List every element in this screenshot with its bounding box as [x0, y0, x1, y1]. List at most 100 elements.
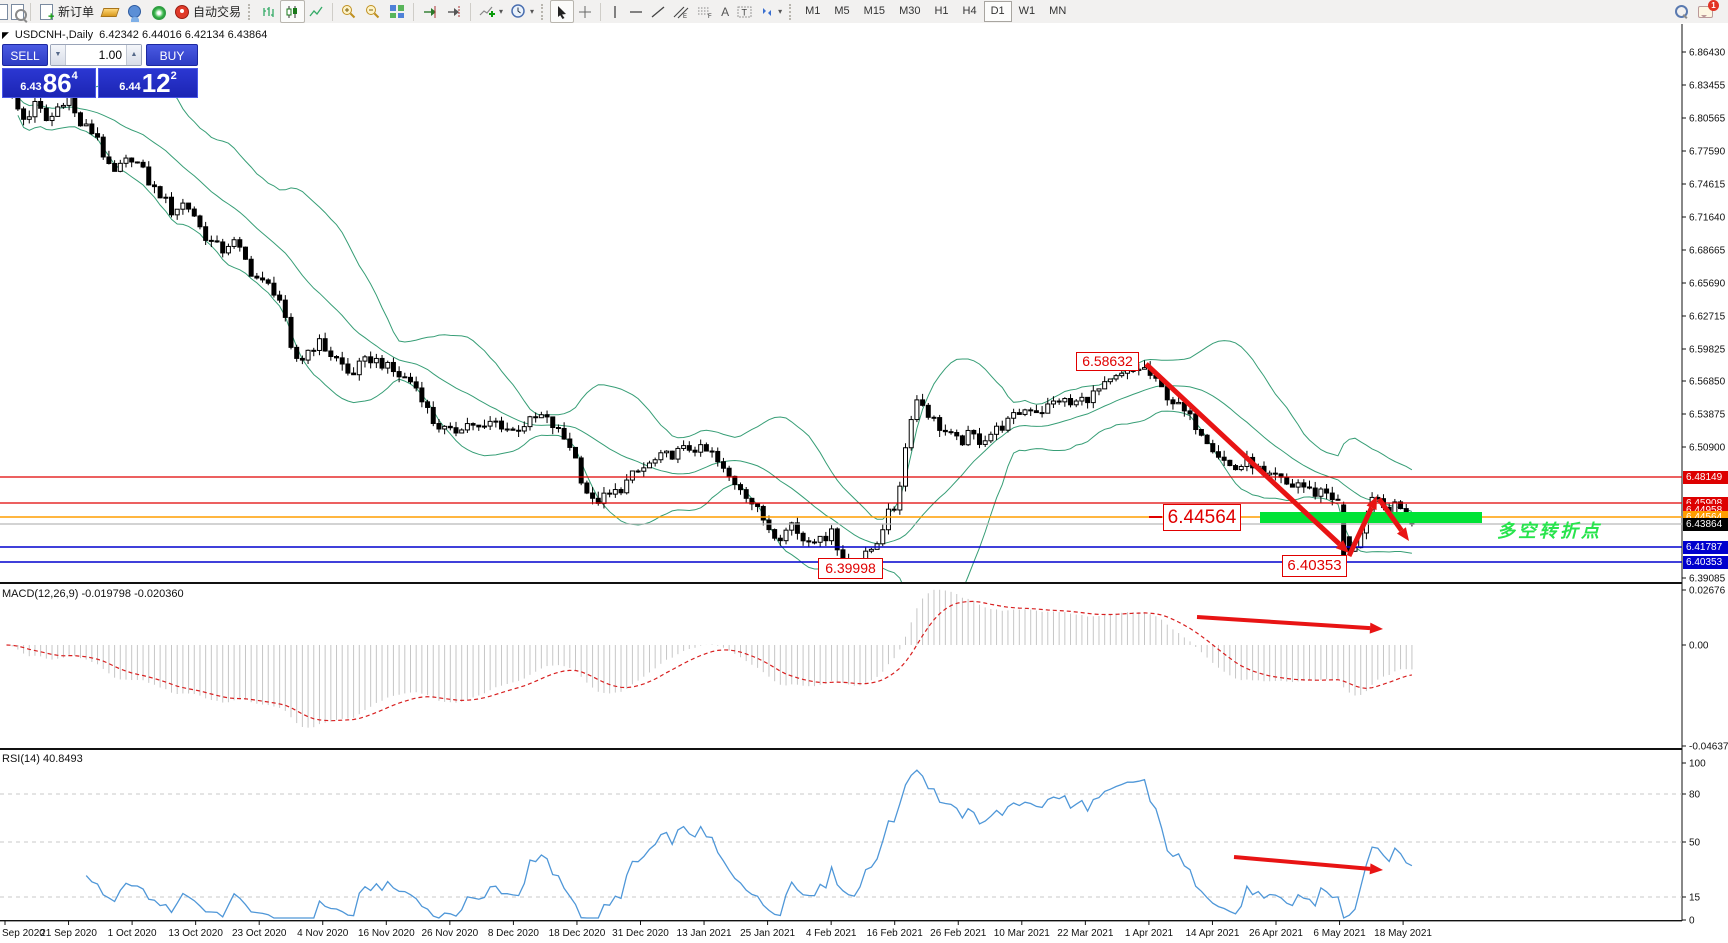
- timeframe-h1[interactable]: H1: [934, 5, 949, 17]
- symbol-title: USDCNH-,Daily: [14, 29, 94, 41]
- ohlc-values: 6.42342 6.44016 6.42134 6.43864: [99, 29, 268, 41]
- svg-text:15: 15: [1689, 893, 1701, 904]
- zoom-out-icon: [366, 5, 380, 19]
- fibonacci-tool[interactable]: F: [693, 1, 717, 22]
- chart-shift-icon: [448, 5, 460, 18]
- auto-scroll-button[interactable]: [418, 1, 442, 22]
- tile-windows-icon: [390, 5, 405, 18]
- svg-text:6.71640: 6.71640: [1689, 213, 1726, 224]
- chart-preview-icon[interactable]: [10, 3, 27, 21]
- new-order-button[interactable]: + 新订单: [35, 1, 98, 22]
- rsi-label: RSI(14) 40.8493: [2, 753, 83, 765]
- channel-tool[interactable]: E: [669, 1, 693, 22]
- svg-text:22 Mar 2021: 22 Mar 2021: [1057, 928, 1114, 939]
- candle-chart-button[interactable]: [280, 0, 306, 23]
- chat-icon[interactable]: 1: [1698, 0, 1719, 20]
- horizontal-line-tool[interactable]: [625, 1, 647, 22]
- low2-price-label[interactable]: 6.40353: [1282, 555, 1347, 577]
- svg-text:0.02676: 0.02676: [1689, 586, 1726, 597]
- timeframe-m5[interactable]: M5: [834, 5, 850, 17]
- svg-text:0.00: 0.00: [1689, 641, 1709, 652]
- svg-text:6 May 2021: 6 May 2021: [1313, 928, 1366, 939]
- arrows-tool[interactable]: ▾: [756, 1, 786, 22]
- macd-trend-arrow: [1196, 615, 1371, 631]
- svg-text:6.56850: 6.56850: [1689, 377, 1726, 388]
- search-icon[interactable]: [1674, 4, 1690, 20]
- window-icon[interactable]: [0, 3, 10, 20]
- buy-price-box[interactable]: 6.44 12 2: [98, 68, 198, 98]
- cursor-tool[interactable]: [550, 0, 575, 23]
- peak-price-label[interactable]: 6.58632: [1076, 352, 1139, 371]
- timeframe-m1[interactable]: M1: [805, 5, 821, 17]
- timeframe-bar: M1 M5 M15 M30 H1 H4 D1 W1 MN: [798, 1, 1073, 22]
- auto-trading-label: 自动交易: [193, 5, 242, 19]
- volume-field[interactable]: 1.00: [98, 48, 122, 62]
- trendline-tool[interactable]: [647, 1, 669, 22]
- svg-text:6.65690: 6.65690: [1689, 279, 1726, 290]
- text-label-tool[interactable]: T: [733, 1, 756, 22]
- svg-text:4 Nov 2020: 4 Nov 2020: [297, 928, 349, 939]
- sell-price-box[interactable]: 6.43 86 4: [2, 68, 96, 98]
- volume-down-button[interactable]: ▼: [51, 45, 66, 65]
- svg-text:6.50900: 6.50900: [1689, 443, 1726, 454]
- auto-trading-button[interactable]: 自动交易: [170, 1, 245, 22]
- volume-up-button[interactable]: ▲: [126, 45, 141, 65]
- svg-text:0: 0: [1689, 916, 1695, 927]
- svg-text:1 Apr 2021: 1 Apr 2021: [1125, 928, 1174, 939]
- sell-button[interactable]: SELL: [2, 44, 48, 66]
- timeframe-d1[interactable]: D1: [983, 1, 1012, 22]
- sell-price-small: 6.43: [20, 81, 42, 93]
- cursor-icon: [558, 5, 567, 19]
- zoom-in-button[interactable]: [337, 1, 361, 22]
- fibonacci-icon: F: [698, 7, 712, 19]
- svg-text:6.80565: 6.80565: [1689, 114, 1726, 125]
- crosshair-icon: [579, 5, 592, 18]
- bounce-down-arrow: [1376, 497, 1404, 532]
- tile-windows-button[interactable]: [385, 1, 409, 22]
- svg-text:6.77590: 6.77590: [1689, 147, 1726, 158]
- main-toolbar: + 新订单 自动交易 ▾ ▾ E F A T ▾: [0, 0, 1728, 24]
- turning-point-text[interactable]: 多空转折点: [1497, 521, 1602, 541]
- text-label-icon: T: [737, 6, 752, 17]
- pivot-price-label[interactable]: 6.44564: [1163, 504, 1241, 531]
- auto-trading-icon: [174, 4, 190, 20]
- text-tool[interactable]: A: [721, 4, 730, 19]
- candle-chart-icon: [286, 5, 298, 18]
- line-chart-button[interactable]: [305, 1, 328, 22]
- vertical-line-tool[interactable]: [605, 1, 625, 22]
- svg-text:18 Dec 2020: 18 Dec 2020: [549, 928, 606, 939]
- timeframe-mn[interactable]: MN: [1049, 5, 1067, 17]
- chart-title-row: ◤ USDCNH-,Daily 6.42342 6.44016 6.42134 …: [2, 29, 267, 41]
- buy-button[interactable]: BUY: [146, 44, 198, 66]
- timeframe-m30[interactable]: M30: [899, 5, 921, 17]
- svg-text:18 May 2021: 18 May 2021: [1374, 928, 1432, 939]
- signals-icon[interactable]: [150, 4, 167, 20]
- crosshair-tool[interactable]: [574, 1, 596, 22]
- bar-chart-button[interactable]: [257, 1, 280, 22]
- svg-text:6.74615: 6.74615: [1689, 180, 1726, 191]
- periods-button[interactable]: ▾: [507, 1, 538, 22]
- account-icon[interactable]: [126, 4, 142, 22]
- price-badge-6.48149: 6.48149: [1683, 470, 1728, 484]
- svg-text:26 Apr 2021: 26 Apr 2021: [1249, 928, 1303, 939]
- sell-price-big: 86: [42, 68, 72, 98]
- buy-price-small: 6.44: [119, 81, 141, 93]
- svg-text:Sep 2020: Sep 2020: [2, 928, 45, 939]
- timeframe-w1[interactable]: W1: [1018, 5, 1036, 17]
- svg-text:10 Mar 2021: 10 Mar 2021: [994, 928, 1051, 939]
- svg-text:26 Nov 2020: 26 Nov 2020: [421, 928, 478, 939]
- auto-scroll-icon: [424, 5, 437, 18]
- volume-spinner: ▼ 1.00 ▲: [50, 44, 142, 66]
- svg-text:8 Dec 2020: 8 Dec 2020: [488, 928, 540, 939]
- zoom-out-button[interactable]: [361, 1, 385, 22]
- chart-shift-button[interactable]: [442, 1, 466, 22]
- svg-text:6.83455: 6.83455: [1689, 81, 1726, 92]
- low1-price-label[interactable]: 6.39998: [818, 558, 883, 579]
- timeframe-h4[interactable]: H4: [962, 5, 977, 17]
- indicators-button[interactable]: ▾: [475, 1, 507, 22]
- svg-text:6.68665: 6.68665: [1689, 246, 1726, 257]
- macd-label: MACD(12,26,9) -0.019798 -0.020360: [2, 588, 184, 600]
- timeframe-m15[interactable]: M15: [863, 5, 886, 17]
